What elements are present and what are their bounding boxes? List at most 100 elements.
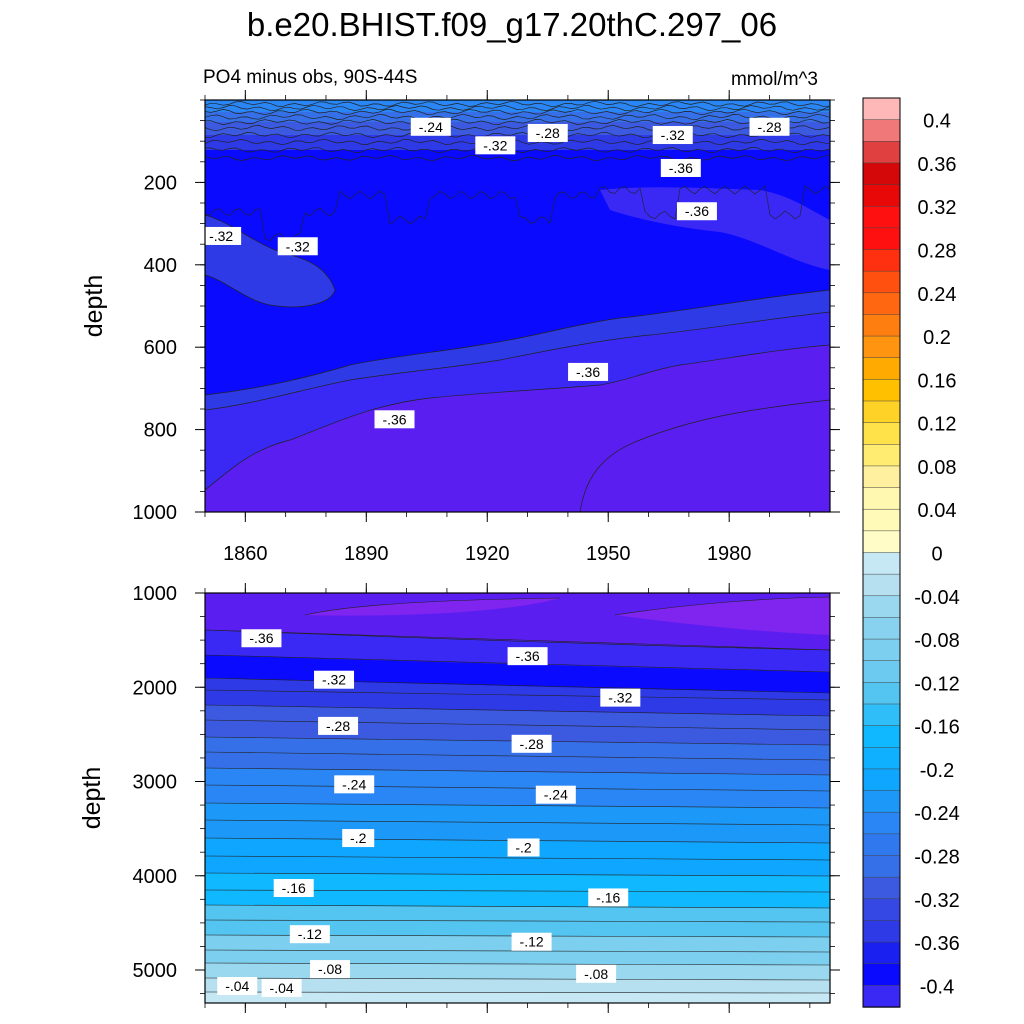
colorbar-box [862, 898, 901, 922]
colorbar-box [862, 595, 901, 619]
contour-label: -.12 [511, 932, 552, 951]
y-tick-label: 2000 [133, 677, 178, 699]
colorbar-box [862, 141, 901, 164]
svg-text:-.36: -.36 [516, 648, 540, 664]
contour-label: -.36 [568, 362, 609, 381]
svg-text:-.04: -.04 [270, 980, 294, 996]
svg-text:-.24: -.24 [342, 776, 366, 792]
colorbar-box [862, 357, 901, 381]
svg-text:-.28: -.28 [520, 736, 544, 752]
colorbar-box [862, 270, 901, 294]
bottom-panel-x-axis [204, 583, 811, 1013]
colorbar-box [862, 249, 901, 272]
top-panel-units: mmol/m^3 [731, 69, 818, 90]
svg-text:-.32: -.32 [608, 690, 632, 706]
colorbar-label: -0.2 [920, 760, 954, 782]
colorbar-label: -0.24 [914, 803, 960, 825]
top-panel-x-axis: 1860 1890 1920 1950 1980 [204, 90, 811, 565]
svg-text:-.24: -.24 [419, 119, 443, 135]
x-tick-label: 1980 [707, 543, 752, 565]
colorbar-label: -0.16 [914, 717, 960, 739]
y-tick-label: 800 [144, 420, 177, 442]
colorbar-box [862, 790, 901, 813]
colorbar-box [862, 941, 901, 965]
contour-label: -.16 [273, 879, 314, 898]
bottom-panel-y-axis: 1000 2000 3000 4000 5000 [133, 583, 840, 994]
contour-label: -.04 [217, 977, 258, 996]
contour-label: -.36 [374, 410, 415, 429]
colorbar-label: -0.36 [914, 933, 960, 955]
colorbar-box [862, 833, 901, 857]
colorbar-label: -0.28 [914, 847, 960, 869]
svg-text:-.04: -.04 [225, 978, 249, 994]
svg-text:-.36: -.36 [382, 411, 406, 427]
main-title: b.e20.BHIST.f09_g17.20thC.297_06 [246, 6, 778, 43]
top-panel-contour-lines [205, 100, 830, 512]
y-tick-label: 400 [144, 255, 177, 277]
colorbar-box [862, 855, 901, 878]
contour-label: -.28 [511, 734, 552, 753]
svg-text:-.36: -.36 [249, 630, 273, 646]
svg-text:-.12: -.12 [298, 926, 322, 942]
colorbar-label: -0.04 [914, 587, 960, 609]
contour-label: -.36 [660, 158, 701, 177]
colorbar-label: -0.12 [914, 673, 960, 695]
svg-text:-.24: -.24 [544, 787, 568, 803]
colorbar-box [862, 97, 901, 121]
svg-text:-.16: -.16 [596, 889, 620, 905]
svg-text:-.32: -.32 [483, 137, 507, 153]
colorbar-box [862, 638, 901, 662]
top-panel-y-axis: 200 400 600 800 1000 [133, 99, 840, 524]
colorbar-label: 0.16 [918, 370, 957, 392]
contour-label: -.08 [310, 960, 350, 979]
contour-label: -.32 [201, 226, 242, 245]
colorbar-box [862, 119, 901, 143]
colorbar-label: -0.32 [914, 890, 960, 912]
colorbar-box [862, 292, 901, 316]
contour-label: -.04 [261, 978, 302, 997]
contour-label: -.24 [334, 775, 375, 794]
svg-text:-.32: -.32 [322, 672, 346, 688]
colorbar-label: 0.24 [918, 284, 957, 306]
y-tick-label: 1000 [133, 583, 178, 605]
colorbar-box [862, 422, 901, 446]
colorbar-box [862, 920, 901, 943]
colorbar-box [862, 314, 901, 337]
top-panel-subtitle: PO4 minus obs, 90S-44S [203, 67, 417, 88]
top-panel-contour-labels: -.24 -.28 -.32 -.28 -.32 -.36 -.36 -.32 -.32 -.36… [201, 117, 790, 429]
colorbar-box [862, 508, 901, 532]
contour-label: -.28 [318, 716, 359, 735]
contour-label: -.36 [507, 647, 548, 666]
contour-label: -.28 [527, 123, 568, 142]
svg-text:-.08: -.08 [318, 961, 342, 977]
contour-label: -.32 [277, 237, 318, 256]
colorbar-box [862, 162, 901, 186]
bottom-panel-y-label: depth [78, 767, 106, 830]
bottom-panel-frame [204, 592, 831, 1004]
svg-text:-.36: -.36 [685, 203, 709, 219]
colorbar-box [862, 227, 901, 251]
svg-text:-.36: -.36 [576, 364, 600, 380]
colorbar-box [862, 876, 901, 900]
colorbar-box [862, 444, 901, 467]
y-tick-label: 200 [144, 172, 177, 194]
svg-text:-.32: -.32 [286, 238, 310, 254]
colorbar-box [862, 552, 901, 575]
colorbar-box [862, 379, 901, 402]
contour-label: -.32 [314, 670, 355, 689]
contour-label: -.08 [576, 964, 617, 983]
contour-label: -.24 [410, 117, 451, 136]
contour-label: -.24 [535, 785, 576, 804]
colorbar-label: 0.32 [918, 197, 957, 219]
colorbar-box [862, 487, 901, 510]
contour-label: -.16 [588, 888, 629, 907]
colorbar-label: 0.12 [918, 414, 957, 436]
contour-label: -.32 [652, 126, 693, 145]
y-tick-label: 3000 [133, 772, 178, 794]
colorbar-box [862, 963, 901, 987]
y-tick-label: 600 [144, 337, 177, 359]
y-tick-label: 1000 [133, 502, 178, 524]
svg-text:-.32: -.32 [661, 127, 685, 143]
colorbar-label: 0.4 [923, 111, 951, 133]
colorbar-box [862, 184, 901, 207]
